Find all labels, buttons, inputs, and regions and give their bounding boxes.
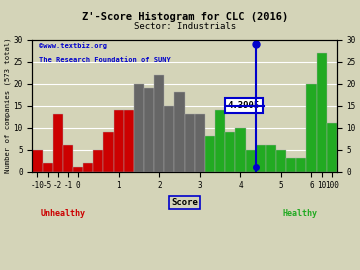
Bar — [296, 158, 306, 172]
Bar — [215, 110, 225, 172]
Bar — [73, 167, 83, 172]
Title: Z'-Score Histogram for CLC (2016): Z'-Score Histogram for CLC (2016) — [81, 12, 288, 22]
Bar — [93, 150, 103, 172]
Bar — [195, 114, 205, 172]
Bar — [83, 163, 93, 172]
Bar — [286, 158, 296, 172]
Text: ©www.textbiz.org: ©www.textbiz.org — [39, 42, 107, 49]
Bar — [276, 150, 286, 172]
Text: Healthy: Healthy — [283, 208, 318, 218]
Text: Unhealthy: Unhealthy — [40, 208, 85, 218]
Bar — [175, 93, 185, 172]
Bar — [246, 150, 256, 172]
Bar — [63, 145, 73, 172]
Bar — [114, 110, 124, 172]
Bar — [124, 110, 134, 172]
Bar — [327, 123, 337, 172]
Bar — [205, 136, 215, 172]
Text: 4.3905: 4.3905 — [228, 101, 260, 110]
Bar — [185, 114, 195, 172]
Bar — [103, 132, 114, 172]
Bar — [266, 145, 276, 172]
Bar — [134, 84, 144, 172]
Bar — [154, 75, 165, 172]
Text: Score: Score — [171, 198, 198, 207]
Bar — [306, 84, 316, 172]
Text: Sector: Industrials: Sector: Industrials — [134, 22, 236, 31]
Bar — [235, 128, 246, 172]
Bar — [42, 163, 53, 172]
Bar — [256, 145, 266, 172]
Bar — [225, 132, 235, 172]
Y-axis label: Number of companies (573 total): Number of companies (573 total) — [4, 38, 11, 174]
Bar — [316, 53, 327, 172]
Bar — [32, 150, 42, 172]
Bar — [165, 106, 175, 172]
Bar — [53, 114, 63, 172]
Text: The Research Foundation of SUNY: The Research Foundation of SUNY — [39, 57, 170, 63]
Bar — [144, 88, 154, 172]
